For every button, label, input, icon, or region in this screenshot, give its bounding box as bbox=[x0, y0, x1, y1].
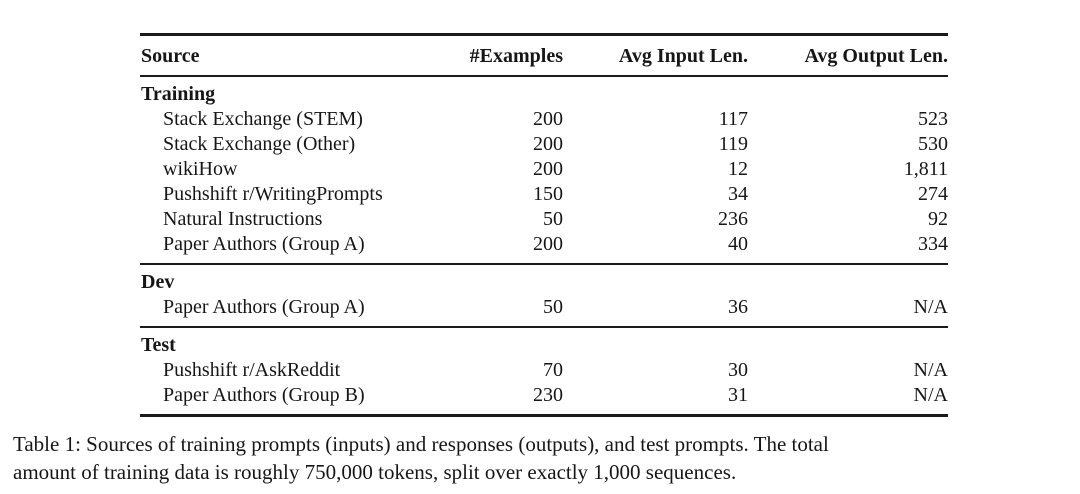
source-cell: Paper Authors (Group B) bbox=[163, 384, 365, 406]
source-cell: Stack Exchange (Other) bbox=[163, 133, 356, 155]
source-cell: wikiHow bbox=[163, 158, 238, 180]
table-row: Pushshift r/WritingPrompts 150 34 274 bbox=[140, 182, 948, 207]
table-row: Stack Exchange (STEM) 200 117 523 bbox=[140, 107, 948, 132]
section-label: Training bbox=[141, 83, 216, 105]
table-row: Paper Authors (Group A) 200 40 334 bbox=[140, 232, 948, 264]
section-dev: Dev Paper Authors (Group A) 50 36 N/A bbox=[140, 263, 948, 327]
avg-output-cell: 274 bbox=[918, 183, 948, 205]
data-sources-table: Source #Examples Avg Input Len. Avg Outp… bbox=[140, 33, 948, 417]
caption-line: Table 1: Sources of training prompts (in… bbox=[13, 432, 829, 456]
avg-input-cell: 119 bbox=[718, 133, 748, 155]
avg-input-cell: 34 bbox=[728, 183, 748, 205]
section-label-row: Test bbox=[140, 326, 948, 358]
section-label-row: Dev bbox=[140, 263, 948, 295]
avg-input-cell: 12 bbox=[728, 158, 748, 180]
table-row: Paper Authors (Group B) 230 31 N/A bbox=[140, 383, 948, 416]
avg-input-cell: 31 bbox=[728, 384, 748, 406]
source-cell: Pushshift r/WritingPrompts bbox=[163, 183, 383, 205]
examples-cell: 200 bbox=[533, 133, 563, 155]
avg-output-cell: N/A bbox=[913, 296, 948, 318]
examples-cell: 230 bbox=[533, 384, 563, 406]
header-row: Source #Examples Avg Input Len. Avg Outp… bbox=[140, 34, 948, 77]
examples-cell: 70 bbox=[543, 359, 563, 381]
avg-input-cell: 30 bbox=[728, 359, 748, 381]
table-row: Pushshift r/AskReddit 70 30 N/A bbox=[140, 358, 948, 383]
examples-cell: 200 bbox=[533, 233, 563, 255]
column-header-source: Source bbox=[140, 34, 460, 77]
column-header-avg-output-len: Avg Output Len. bbox=[748, 34, 948, 77]
avg-output-cell: 334 bbox=[918, 233, 948, 255]
column-header-examples: #Examples bbox=[460, 34, 563, 77]
column-header-avg-input-len: Avg Input Len. bbox=[563, 34, 748, 77]
section-label: Test bbox=[140, 326, 948, 358]
avg-input-cell: 40 bbox=[728, 233, 748, 255]
table-row: Natural Instructions 50 236 92 bbox=[140, 207, 948, 232]
caption-line: amount of training data is roughly 750,0… bbox=[13, 460, 737, 484]
table-header: Source #Examples Avg Input Len. Avg Outp… bbox=[140, 34, 948, 77]
examples-cell: 50 bbox=[543, 208, 563, 230]
avg-output-cell: N/A bbox=[913, 384, 948, 406]
section-training: Training Stack Exchange (STEM) 200 117 5… bbox=[140, 76, 948, 264]
avg-output-cell: N/A bbox=[913, 359, 948, 381]
examples-cell: 200 bbox=[533, 108, 563, 130]
source-cell: Natural Instructions bbox=[163, 208, 323, 230]
source-cell: Stack Exchange (STEM) bbox=[163, 108, 363, 130]
avg-input-cell: 36 bbox=[728, 296, 748, 318]
examples-cell: 50 bbox=[543, 296, 563, 318]
avg-output-cell: 523 bbox=[918, 108, 948, 130]
examples-cell: 150 bbox=[533, 183, 563, 205]
table-row: wikiHow 200 12 1,811 bbox=[140, 157, 948, 182]
examples-cell: 200 bbox=[533, 158, 563, 180]
table-caption: Table 1: Sources of training prompts (in… bbox=[13, 430, 1071, 486]
avg-output-cell: 92 bbox=[928, 208, 948, 230]
table-row: Paper Authors (Group A) 50 36 N/A bbox=[140, 295, 948, 327]
source-cell: Pushshift r/AskReddit bbox=[163, 359, 341, 381]
section-label-row: Training bbox=[140, 76, 948, 107]
avg-input-cell: 117 bbox=[718, 108, 748, 130]
source-cell: Paper Authors (Group A) bbox=[163, 296, 365, 318]
section-test: Test Pushshift r/AskReddit 70 30 N/A Pap… bbox=[140, 326, 948, 416]
avg-output-cell: 530 bbox=[918, 133, 948, 155]
avg-input-cell: 236 bbox=[718, 208, 748, 230]
table-row: Stack Exchange (Other) 200 119 530 bbox=[140, 132, 948, 157]
source-cell: Paper Authors (Group A) bbox=[163, 233, 365, 255]
section-label: Dev bbox=[140, 263, 948, 295]
avg-output-cell: 1,811 bbox=[903, 158, 948, 180]
